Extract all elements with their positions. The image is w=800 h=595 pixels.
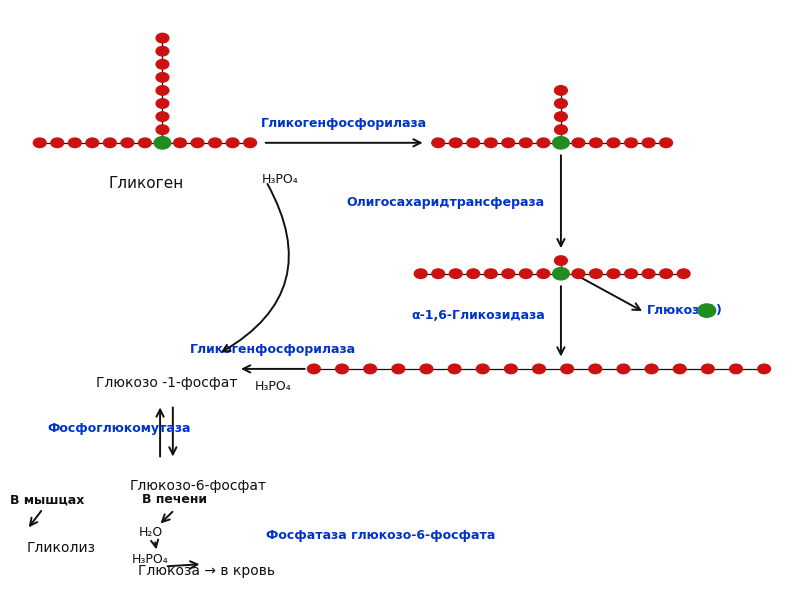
Circle shape: [364, 364, 377, 374]
Circle shape: [86, 138, 98, 148]
Text: Глюкоза → в кровь: Глюкоза → в кровь: [138, 564, 275, 578]
Circle shape: [450, 269, 462, 278]
Circle shape: [505, 364, 518, 374]
Circle shape: [607, 269, 620, 278]
Text: Гликогенфосфорилаза: Гликогенфосфорилаза: [190, 343, 356, 356]
Circle shape: [191, 138, 204, 148]
Circle shape: [502, 138, 514, 148]
Circle shape: [561, 364, 574, 374]
Circle shape: [660, 269, 673, 278]
Circle shape: [590, 269, 602, 278]
Circle shape: [758, 364, 770, 374]
Circle shape: [156, 33, 169, 43]
Circle shape: [537, 138, 550, 148]
Text: Олигосахаридтрансфераза: Олигосахаридтрансфераза: [347, 196, 545, 209]
Circle shape: [554, 256, 567, 265]
Circle shape: [34, 138, 46, 148]
Text: В мышцах: В мышцах: [10, 493, 84, 506]
Circle shape: [554, 125, 567, 134]
Text: Глюкоза(: Глюкоза(: [647, 304, 714, 317]
Circle shape: [572, 138, 585, 148]
Circle shape: [392, 364, 405, 374]
Circle shape: [554, 99, 567, 108]
Circle shape: [450, 138, 462, 148]
Circle shape: [645, 364, 658, 374]
Circle shape: [103, 138, 116, 148]
Text: H₃PO₄: H₃PO₄: [262, 173, 299, 186]
Circle shape: [660, 138, 673, 148]
Circle shape: [554, 112, 567, 121]
Circle shape: [698, 304, 716, 317]
Circle shape: [467, 138, 480, 148]
Circle shape: [244, 138, 257, 148]
Circle shape: [307, 364, 320, 374]
Circle shape: [485, 138, 497, 148]
Text: ): ): [716, 304, 722, 317]
Circle shape: [702, 364, 714, 374]
Circle shape: [589, 364, 602, 374]
Circle shape: [533, 364, 546, 374]
Circle shape: [485, 269, 497, 278]
Circle shape: [674, 364, 686, 374]
Text: Фосфоглюкомутаза: Фосфоглюкомутаза: [47, 422, 190, 435]
Text: Глюкозо -1-фосфат: Глюкозо -1-фосфат: [96, 376, 237, 390]
Text: H₃PO₄: H₃PO₄: [254, 380, 291, 393]
Circle shape: [642, 269, 655, 278]
Circle shape: [642, 138, 655, 148]
Circle shape: [336, 364, 348, 374]
Circle shape: [138, 138, 151, 148]
Text: Глюкозо-6-фосфат: Глюкозо-6-фосфат: [130, 479, 267, 493]
Circle shape: [226, 138, 239, 148]
Circle shape: [625, 138, 638, 148]
Circle shape: [209, 138, 222, 148]
Circle shape: [502, 269, 514, 278]
FancyArrowPatch shape: [222, 184, 289, 352]
Circle shape: [156, 112, 169, 121]
Circle shape: [554, 86, 567, 95]
Circle shape: [432, 138, 445, 148]
Text: Гликогенфосфорилаза: Гликогенфосфорилаза: [261, 117, 427, 130]
Circle shape: [590, 138, 602, 148]
Circle shape: [730, 364, 742, 374]
Circle shape: [156, 46, 169, 56]
Text: Фосфатаза глюкозо-6-фосфата: Фосфатаза глюкозо-6-фосфата: [266, 529, 495, 542]
Circle shape: [69, 138, 81, 148]
Text: H₂O: H₂O: [138, 526, 162, 539]
Circle shape: [156, 86, 169, 95]
Circle shape: [156, 125, 169, 134]
Text: α-1,6-Гликозидаза: α-1,6-Гликозидаза: [411, 309, 545, 322]
Text: Гликоген: Гликоген: [109, 176, 184, 190]
Circle shape: [625, 269, 638, 278]
Circle shape: [156, 60, 169, 69]
Circle shape: [51, 138, 64, 148]
Circle shape: [156, 73, 169, 82]
Circle shape: [448, 364, 461, 374]
Circle shape: [414, 269, 427, 278]
Circle shape: [174, 138, 186, 148]
Text: В печени: В печени: [142, 493, 207, 506]
Circle shape: [156, 99, 169, 108]
Circle shape: [121, 138, 134, 148]
Circle shape: [553, 137, 570, 149]
Circle shape: [678, 269, 690, 278]
Circle shape: [617, 364, 630, 374]
Circle shape: [553, 268, 570, 280]
Text: H₃PO₄: H₃PO₄: [132, 553, 169, 566]
Circle shape: [420, 364, 433, 374]
Circle shape: [607, 138, 620, 148]
Circle shape: [572, 269, 585, 278]
Circle shape: [432, 269, 445, 278]
Circle shape: [476, 364, 489, 374]
Circle shape: [154, 137, 170, 149]
Circle shape: [537, 269, 550, 278]
Circle shape: [519, 138, 532, 148]
Text: Гликолиз: Гликолиз: [27, 541, 96, 556]
Circle shape: [519, 269, 532, 278]
Circle shape: [467, 269, 480, 278]
